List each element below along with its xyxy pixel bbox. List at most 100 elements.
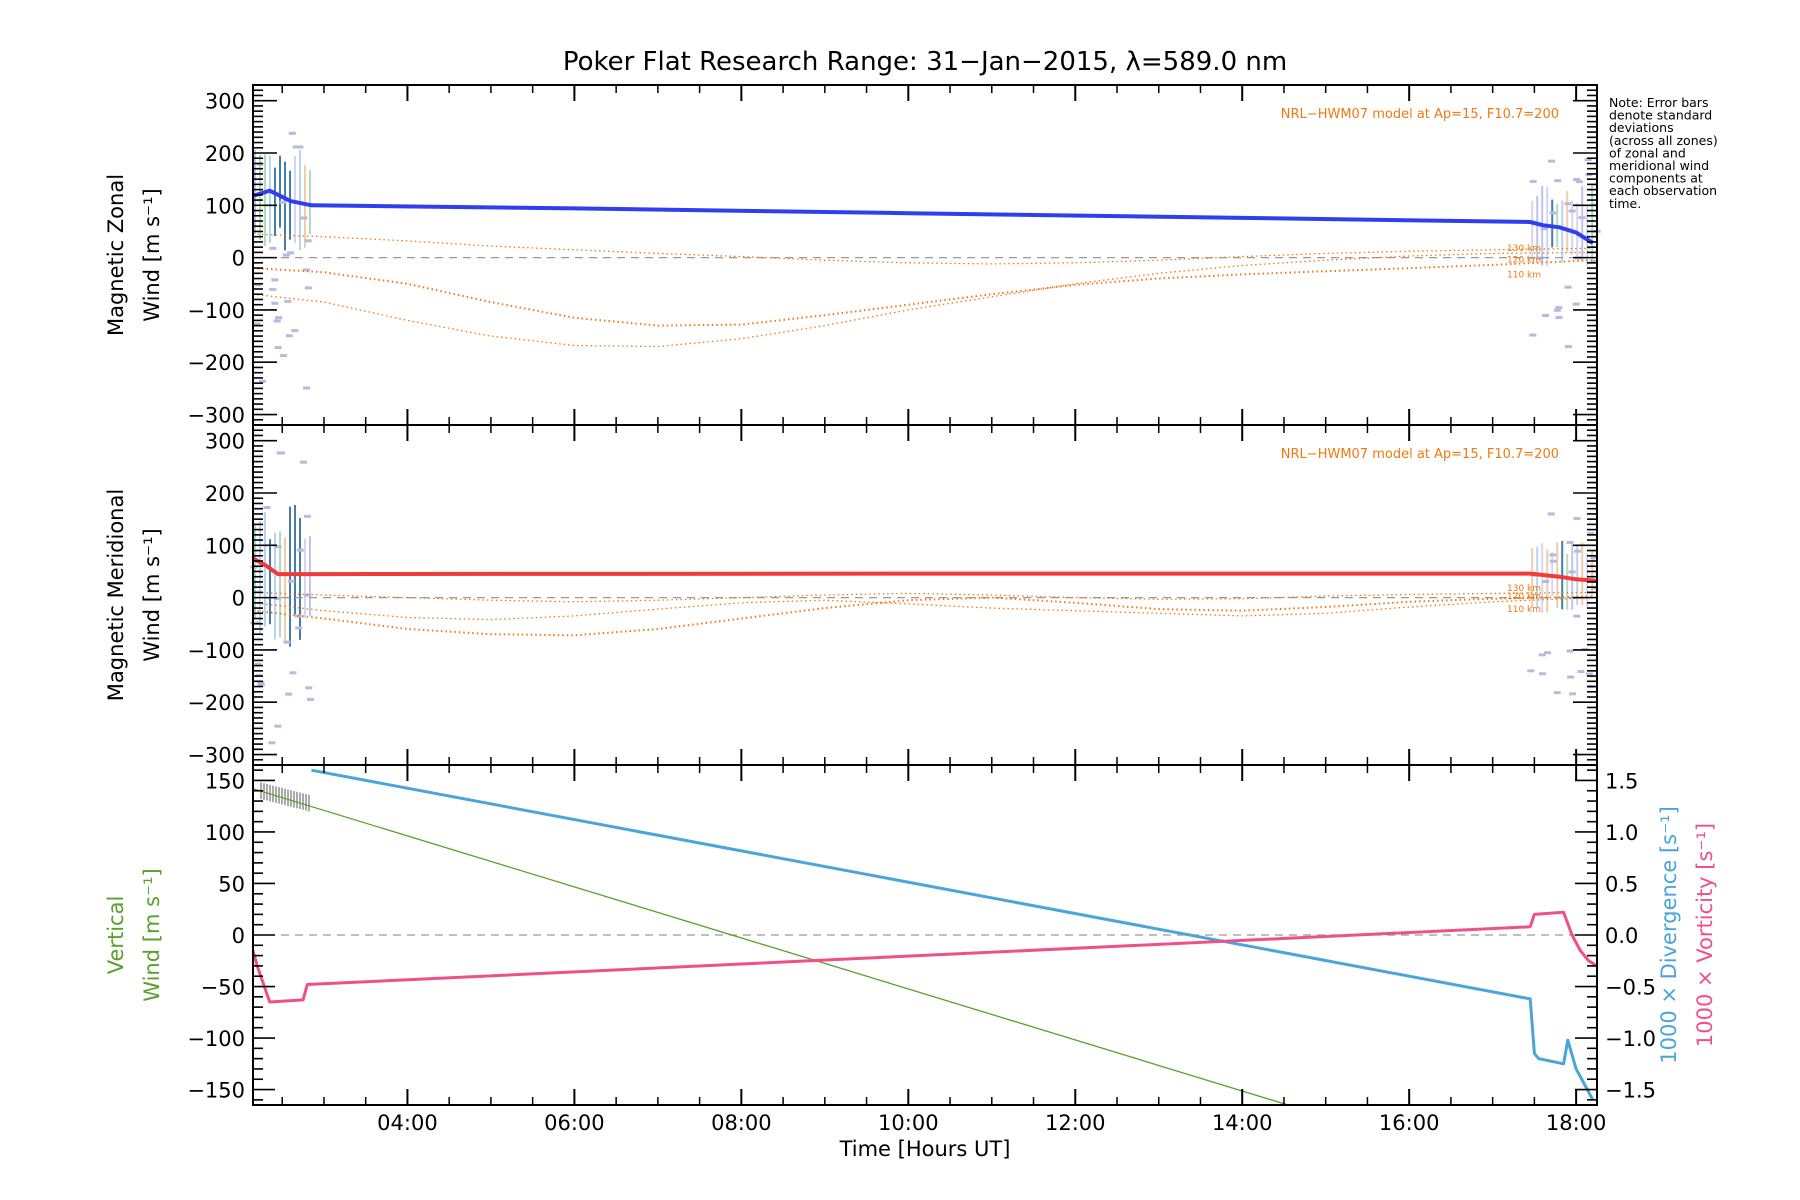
error-whisker	[1566, 649, 1574, 653]
minor-ticks-vertical	[253, 769, 1597, 1101]
series-line-hwm07-120-km	[252, 251, 1593, 348]
error-whisker	[1549, 553, 1557, 557]
error-whisker	[1542, 313, 1550, 317]
y-tick-label: 100	[205, 534, 245, 558]
error-whisker	[1573, 517, 1581, 521]
error-whisker	[263, 506, 271, 510]
series-line-1000-x-divergence	[311, 768, 1595, 1101]
note-line: denote standard	[1609, 108, 1712, 123]
error-whisker	[1549, 211, 1557, 215]
error-whisker	[299, 460, 307, 464]
series-line-hwm07-120-km	[252, 596, 1593, 621]
x-ticks-vertical	[281, 765, 1578, 1105]
series-group-meridional	[252, 556, 1598, 637]
y-axis-label-line: Magnetic Meridional	[104, 489, 128, 701]
x-tick-label: 18:00	[1546, 1111, 1607, 1135]
error-whisker	[274, 346, 282, 350]
series-line-1000-x-vorticity	[251, 910, 1598, 1004]
error-whisker	[1548, 159, 1556, 163]
error-whisker	[1566, 540, 1574, 544]
error-whisker	[1527, 669, 1535, 673]
y-tick-label: 300	[205, 90, 245, 114]
error-whisker	[258, 379, 266, 383]
note-line: each observation	[1609, 183, 1717, 198]
error-whisker	[296, 145, 304, 149]
error-whisker	[1564, 345, 1572, 349]
error-whisker	[285, 334, 293, 338]
error-whisker	[1567, 675, 1575, 679]
series-line-hwm07-110-km	[252, 595, 1593, 637]
y-tick-label: −150	[187, 1079, 245, 1103]
right-tick-label: 0.5	[1605, 872, 1638, 896]
y-tick-label: −200	[187, 691, 245, 715]
note-line: Note: Error bars	[1609, 95, 1708, 110]
panel-vertical: 150 100 50 0 −50 −100 −150 1.5 1.0 0.5 0.0 −0.5 −1.0…	[104, 764, 1717, 1106]
series-line-hwm07-110-km	[252, 259, 1593, 327]
error-whisker	[1590, 586, 1598, 590]
error-whisker	[1569, 692, 1577, 696]
error-whisker	[1555, 316, 1563, 320]
right-tick-label: 1.0	[1605, 821, 1638, 845]
error-whisker	[1573, 614, 1581, 618]
error-whisker	[274, 545, 282, 549]
x-tick-label: 16:00	[1379, 1111, 1440, 1135]
note-line: deviations	[1609, 120, 1674, 135]
error-whisker	[284, 299, 292, 303]
note-line: time.	[1609, 196, 1641, 211]
error-whisker	[303, 514, 311, 518]
error-whisker	[1538, 672, 1546, 676]
error-whisker	[304, 239, 312, 243]
error-whisker	[300, 216, 308, 220]
error-whisker	[1564, 202, 1572, 206]
error-whisker	[295, 626, 303, 630]
error-whisker	[1572, 302, 1580, 306]
error-whisker	[289, 671, 297, 675]
right-tick-label: 0.0	[1605, 924, 1638, 948]
altitude-label: 120 km	[1507, 592, 1541, 602]
error-whisker	[1590, 556, 1598, 560]
error-whisker	[303, 386, 311, 390]
error-whisker	[288, 131, 296, 135]
series-line-vertical-wind	[252, 788, 1289, 1106]
divergence-axis-label: 1000 × Divergence [s⁻¹]	[1657, 806, 1681, 1064]
error-whisker	[273, 319, 281, 323]
y-tick-label: 150	[205, 769, 245, 793]
series-group-zonal	[252, 188, 1594, 348]
series-line-mean-meridional-wind	[252, 556, 1598, 583]
y-tick-label: −50	[201, 976, 245, 1000]
note-line: (across all zones)	[1609, 133, 1718, 148]
error-whisker	[1529, 179, 1537, 183]
error-whisker	[280, 354, 288, 358]
error-whisker	[1574, 549, 1582, 553]
y-axis-label-line: Wind [m s⁻¹]	[140, 188, 164, 321]
error-whisker	[1554, 179, 1562, 183]
minor-ticks-meridional	[253, 424, 1597, 766]
error-whisker	[1564, 285, 1572, 289]
y-tick-label: −100	[187, 639, 245, 663]
right-tick-label: −1.5	[1605, 1079, 1656, 1103]
error-whisker	[1543, 651, 1551, 655]
x-ticks-meridional	[281, 425, 1578, 765]
error-whisker	[1542, 579, 1550, 583]
error-whisker	[1590, 259, 1598, 263]
y-axis-label-line: Wind [m s⁻¹]	[140, 868, 164, 1001]
y-tick-label: −100	[187, 299, 245, 323]
note-line: of zonal and	[1609, 145, 1686, 160]
error-whisker	[279, 200, 287, 204]
error-whisker	[254, 283, 262, 287]
right-tick-label: −0.5	[1605, 976, 1656, 1000]
error-whisker	[304, 593, 312, 597]
y-tick-label: −200	[187, 351, 245, 375]
error-whisker	[1538, 653, 1546, 657]
x-axis-label: Time [Hours UT]	[839, 1137, 1011, 1161]
error-whisker	[1529, 333, 1537, 337]
error-whisker	[283, 640, 291, 644]
y-tick-label: 100	[205, 194, 245, 218]
y-tick-label: −300	[187, 744, 245, 768]
error-whisker	[1536, 256, 1544, 260]
error-whisker	[296, 548, 304, 552]
y-tick-label: 200	[205, 142, 245, 166]
error-whisker	[304, 286, 312, 290]
y-axis-label-line: Wind [m s⁻¹]	[140, 528, 164, 661]
